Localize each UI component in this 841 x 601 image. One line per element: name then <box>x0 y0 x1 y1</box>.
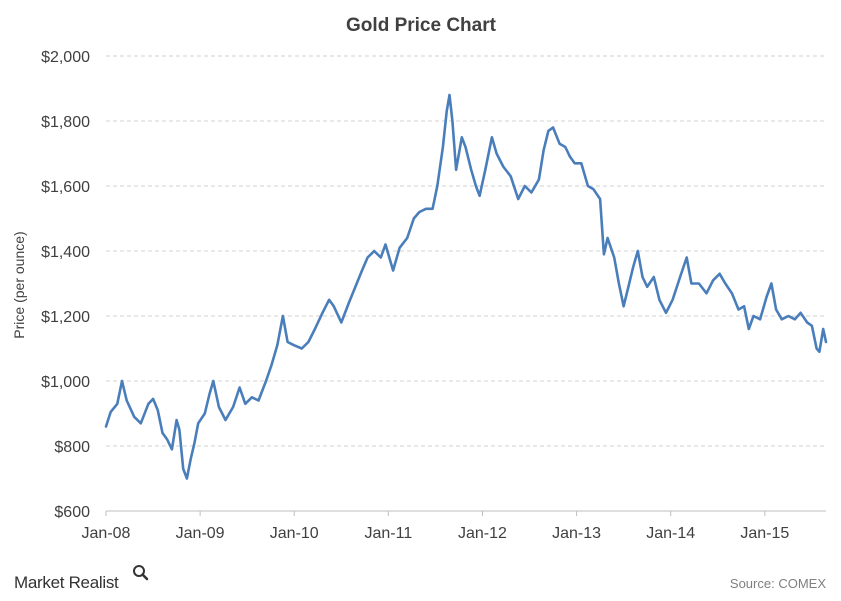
y-tick-label: $800 <box>54 439 90 456</box>
x-tick-label: Jan-10 <box>270 525 319 542</box>
brand-name: Market Realist <box>14 573 119 592</box>
y-tick-label: $2,000 <box>41 49 90 66</box>
x-tick-label: Jan-13 <box>552 525 601 542</box>
series-line <box>104 93 828 480</box>
x-tick-label: Jan-14 <box>646 525 695 542</box>
series-group <box>104 93 828 480</box>
brand-logo: Market Realist <box>14 565 149 592</box>
gridlines <box>106 55 826 447</box>
y-axis-ticks: $600 $800 $1,000 $1,200 $1,400 $1,600 $1,800 $2… <box>41 49 90 521</box>
y-tick-label: $1,800 <box>41 114 90 131</box>
y-tick-label: $1,600 <box>41 179 90 196</box>
chart-title: Gold Price Chart <box>346 15 497 36</box>
y-tick-label: $600 <box>54 504 90 521</box>
magnifier-icon <box>133 565 149 581</box>
x-tick-label: Jan-08 <box>82 525 131 542</box>
y-tick-label: $1,400 <box>41 244 90 261</box>
x-tick-label: Jan-09 <box>176 525 225 542</box>
x-axis-ticks: Jan-08 Jan-09 Jan-10 Jan-11 Jan-12 Jan-13 Jan-… <box>82 511 789 542</box>
x-tick-label: Jan-12 <box>458 525 507 542</box>
x-tick-label: Jan-11 <box>364 525 412 542</box>
y-tick-label: $1,200 <box>41 309 90 326</box>
y-tick-label: $1,000 <box>41 374 90 391</box>
y-axis-label: Price (per ounce) <box>11 231 27 338</box>
x-tick-label: Jan-15 <box>740 525 789 542</box>
source-note: Source: COMEX <box>730 576 826 591</box>
